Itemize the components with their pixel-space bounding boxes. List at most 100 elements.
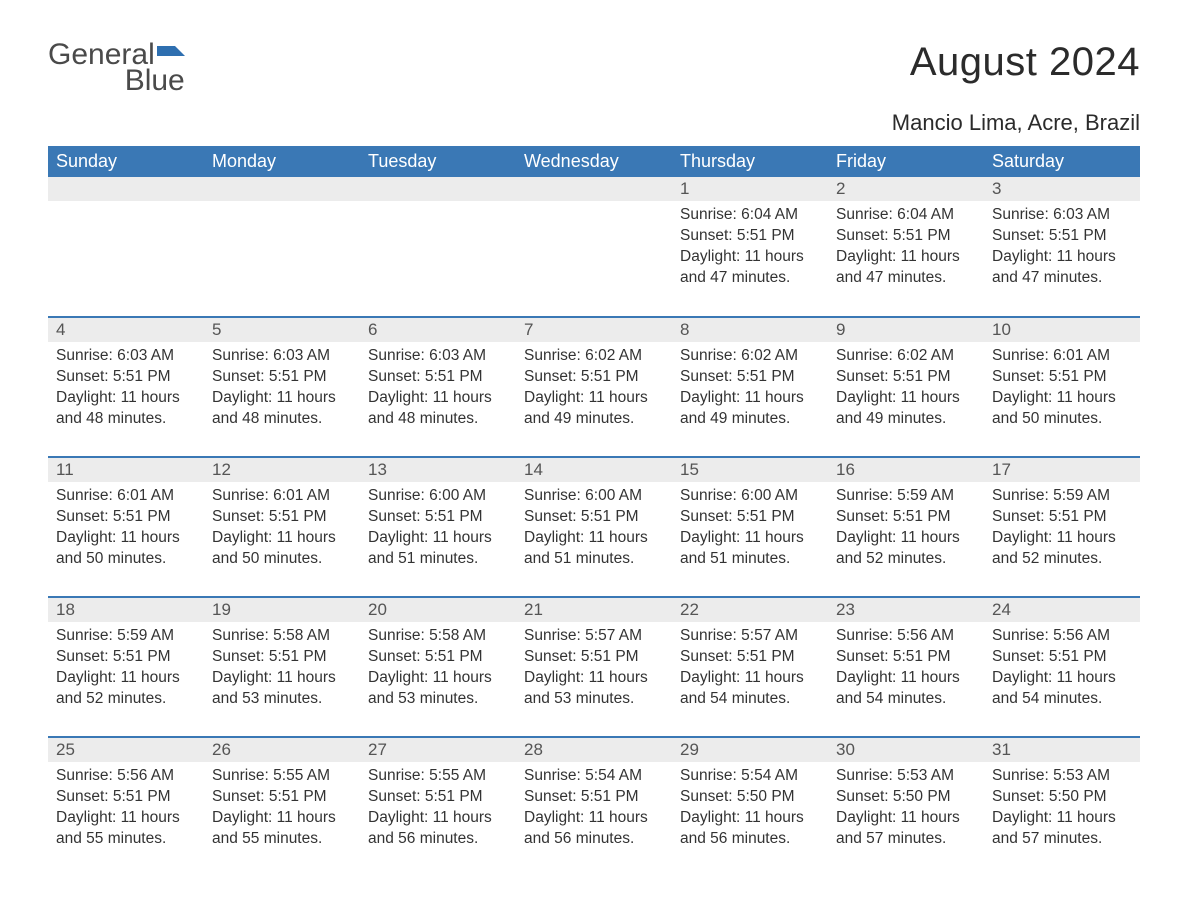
sunrise-line: Sunrise: 5:54 AM xyxy=(680,766,820,787)
day-body: Sunrise: 5:54 AMSunset: 5:51 PMDaylight:… xyxy=(516,762,672,858)
day-body: Sunrise: 5:55 AMSunset: 5:51 PMDaylight:… xyxy=(204,762,360,858)
calendar-cell: 22Sunrise: 5:57 AMSunset: 5:51 PMDayligh… xyxy=(672,597,828,737)
calendar-cell: 5Sunrise: 6:03 AMSunset: 5:51 PMDaylight… xyxy=(204,317,360,457)
sunset-line: Sunset: 5:51 PM xyxy=(212,367,352,388)
sunset-line: Sunset: 5:50 PM xyxy=(836,787,976,808)
day-number: 26 xyxy=(204,738,360,762)
daylight-line: Daylight: 11 hours and 50 minutes. xyxy=(56,528,196,570)
day-body: Sunrise: 6:04 AMSunset: 5:51 PMDaylight:… xyxy=(828,201,984,297)
sunrise-line: Sunrise: 5:53 AM xyxy=(836,766,976,787)
calendar-cell: 30Sunrise: 5:53 AMSunset: 5:50 PMDayligh… xyxy=(828,737,984,877)
day-number: 7 xyxy=(516,318,672,342)
day-body: Sunrise: 6:04 AMSunset: 5:51 PMDaylight:… xyxy=(672,201,828,297)
sunset-line: Sunset: 5:51 PM xyxy=(836,647,976,668)
calendar-header-row: SundayMondayTuesdayWednesdayThursdayFrid… xyxy=(48,146,1140,177)
sunset-line: Sunset: 5:51 PM xyxy=(680,226,820,247)
sunrise-line: Sunrise: 6:02 AM xyxy=(836,346,976,367)
sunset-line: Sunset: 5:51 PM xyxy=(212,507,352,528)
calendar-cell: 18Sunrise: 5:59 AMSunset: 5:51 PMDayligh… xyxy=(48,597,204,737)
day-body: Sunrise: 5:57 AMSunset: 5:51 PMDaylight:… xyxy=(672,622,828,718)
day-body: Sunrise: 5:59 AMSunset: 5:51 PMDaylight:… xyxy=(48,622,204,718)
day-number: 23 xyxy=(828,598,984,622)
day-number-empty xyxy=(360,177,516,201)
sunset-line: Sunset: 5:51 PM xyxy=(56,647,196,668)
sunrise-line: Sunrise: 6:04 AM xyxy=(680,205,820,226)
day-number: 5 xyxy=(204,318,360,342)
day-number: 29 xyxy=(672,738,828,762)
calendar-cell: 13Sunrise: 6:00 AMSunset: 5:51 PMDayligh… xyxy=(360,457,516,597)
sunset-line: Sunset: 5:51 PM xyxy=(524,367,664,388)
calendar-cell: 26Sunrise: 5:55 AMSunset: 5:51 PMDayligh… xyxy=(204,737,360,877)
sunset-line: Sunset: 5:51 PM xyxy=(680,507,820,528)
sunset-line: Sunset: 5:51 PM xyxy=(212,647,352,668)
title-block: August 2024 xyxy=(910,40,1140,85)
day-header-tuesday: Tuesday xyxy=(360,146,516,177)
sunrise-line: Sunrise: 5:59 AM xyxy=(56,626,196,647)
day-body: Sunrise: 6:03 AMSunset: 5:51 PMDaylight:… xyxy=(984,201,1140,297)
sunset-line: Sunset: 5:51 PM xyxy=(992,226,1132,247)
calendar-cell: 31Sunrise: 5:53 AMSunset: 5:50 PMDayligh… xyxy=(984,737,1140,877)
sunset-line: Sunset: 5:51 PM xyxy=(56,787,196,808)
sunrise-line: Sunrise: 5:55 AM xyxy=(368,766,508,787)
daylight-line: Daylight: 11 hours and 47 minutes. xyxy=(992,247,1132,289)
day-number: 12 xyxy=(204,458,360,482)
day-header-friday: Friday xyxy=(828,146,984,177)
sunset-line: Sunset: 5:51 PM xyxy=(368,787,508,808)
daylight-line: Daylight: 11 hours and 55 minutes. xyxy=(212,808,352,850)
sunrise-line: Sunrise: 6:01 AM xyxy=(56,486,196,507)
location-label: Mancio Lima, Acre, Brazil xyxy=(48,110,1140,136)
sunrise-line: Sunrise: 5:58 AM xyxy=(368,626,508,647)
sunrise-line: Sunrise: 6:02 AM xyxy=(680,346,820,367)
day-body: Sunrise: 6:00 AMSunset: 5:51 PMDaylight:… xyxy=(672,482,828,578)
daylight-line: Daylight: 11 hours and 57 minutes. xyxy=(836,808,976,850)
sunset-line: Sunset: 5:51 PM xyxy=(524,647,664,668)
day-body: Sunrise: 5:54 AMSunset: 5:50 PMDaylight:… xyxy=(672,762,828,858)
day-body: Sunrise: 6:01 AMSunset: 5:51 PMDaylight:… xyxy=(204,482,360,578)
calendar-cell: 29Sunrise: 5:54 AMSunset: 5:50 PMDayligh… xyxy=(672,737,828,877)
day-body: Sunrise: 6:03 AMSunset: 5:51 PMDaylight:… xyxy=(360,342,516,438)
daylight-line: Daylight: 11 hours and 55 minutes. xyxy=(56,808,196,850)
calendar-cell xyxy=(48,177,204,317)
daylight-line: Daylight: 11 hours and 54 minutes. xyxy=(992,668,1132,710)
daylight-line: Daylight: 11 hours and 50 minutes. xyxy=(992,388,1132,430)
sunset-line: Sunset: 5:51 PM xyxy=(56,367,196,388)
sunrise-line: Sunrise: 5:56 AM xyxy=(56,766,196,787)
calendar-cell: 14Sunrise: 6:00 AMSunset: 5:51 PMDayligh… xyxy=(516,457,672,597)
sunset-line: Sunset: 5:51 PM xyxy=(836,367,976,388)
day-body-empty xyxy=(516,201,672,213)
day-number: 10 xyxy=(984,318,1140,342)
daylight-line: Daylight: 11 hours and 54 minutes. xyxy=(680,668,820,710)
sunrise-line: Sunrise: 6:01 AM xyxy=(992,346,1132,367)
calendar-cell: 7Sunrise: 6:02 AMSunset: 5:51 PMDaylight… xyxy=(516,317,672,457)
day-body: Sunrise: 5:58 AMSunset: 5:51 PMDaylight:… xyxy=(204,622,360,718)
daylight-line: Daylight: 11 hours and 56 minutes. xyxy=(680,808,820,850)
day-number: 15 xyxy=(672,458,828,482)
sunrise-line: Sunrise: 5:54 AM xyxy=(524,766,664,787)
sunrise-line: Sunrise: 5:57 AM xyxy=(524,626,664,647)
day-number: 2 xyxy=(828,177,984,201)
daylight-line: Daylight: 11 hours and 51 minutes. xyxy=(524,528,664,570)
calendar-cell: 12Sunrise: 6:01 AMSunset: 5:51 PMDayligh… xyxy=(204,457,360,597)
day-header-monday: Monday xyxy=(204,146,360,177)
sunrise-line: Sunrise: 5:53 AM xyxy=(992,766,1132,787)
day-body: Sunrise: 6:03 AMSunset: 5:51 PMDaylight:… xyxy=(204,342,360,438)
daylight-line: Daylight: 11 hours and 56 minutes. xyxy=(368,808,508,850)
day-body: Sunrise: 5:57 AMSunset: 5:51 PMDaylight:… xyxy=(516,622,672,718)
day-number: 31 xyxy=(984,738,1140,762)
sunrise-line: Sunrise: 5:58 AM xyxy=(212,626,352,647)
sunrise-line: Sunrise: 6:03 AM xyxy=(992,205,1132,226)
day-number: 1 xyxy=(672,177,828,201)
calendar-cell: 2Sunrise: 6:04 AMSunset: 5:51 PMDaylight… xyxy=(828,177,984,317)
logo: General Blue xyxy=(48,40,185,96)
daylight-line: Daylight: 11 hours and 51 minutes. xyxy=(368,528,508,570)
daylight-line: Daylight: 11 hours and 49 minutes. xyxy=(680,388,820,430)
day-number: 20 xyxy=(360,598,516,622)
day-body: Sunrise: 5:59 AMSunset: 5:51 PMDaylight:… xyxy=(984,482,1140,578)
sunrise-line: Sunrise: 5:56 AM xyxy=(992,626,1132,647)
day-body: Sunrise: 6:03 AMSunset: 5:51 PMDaylight:… xyxy=(48,342,204,438)
daylight-line: Daylight: 11 hours and 53 minutes. xyxy=(212,668,352,710)
daylight-line: Daylight: 11 hours and 53 minutes. xyxy=(524,668,664,710)
sunset-line: Sunset: 5:51 PM xyxy=(212,787,352,808)
day-number: 3 xyxy=(984,177,1140,201)
day-header-saturday: Saturday xyxy=(984,146,1140,177)
